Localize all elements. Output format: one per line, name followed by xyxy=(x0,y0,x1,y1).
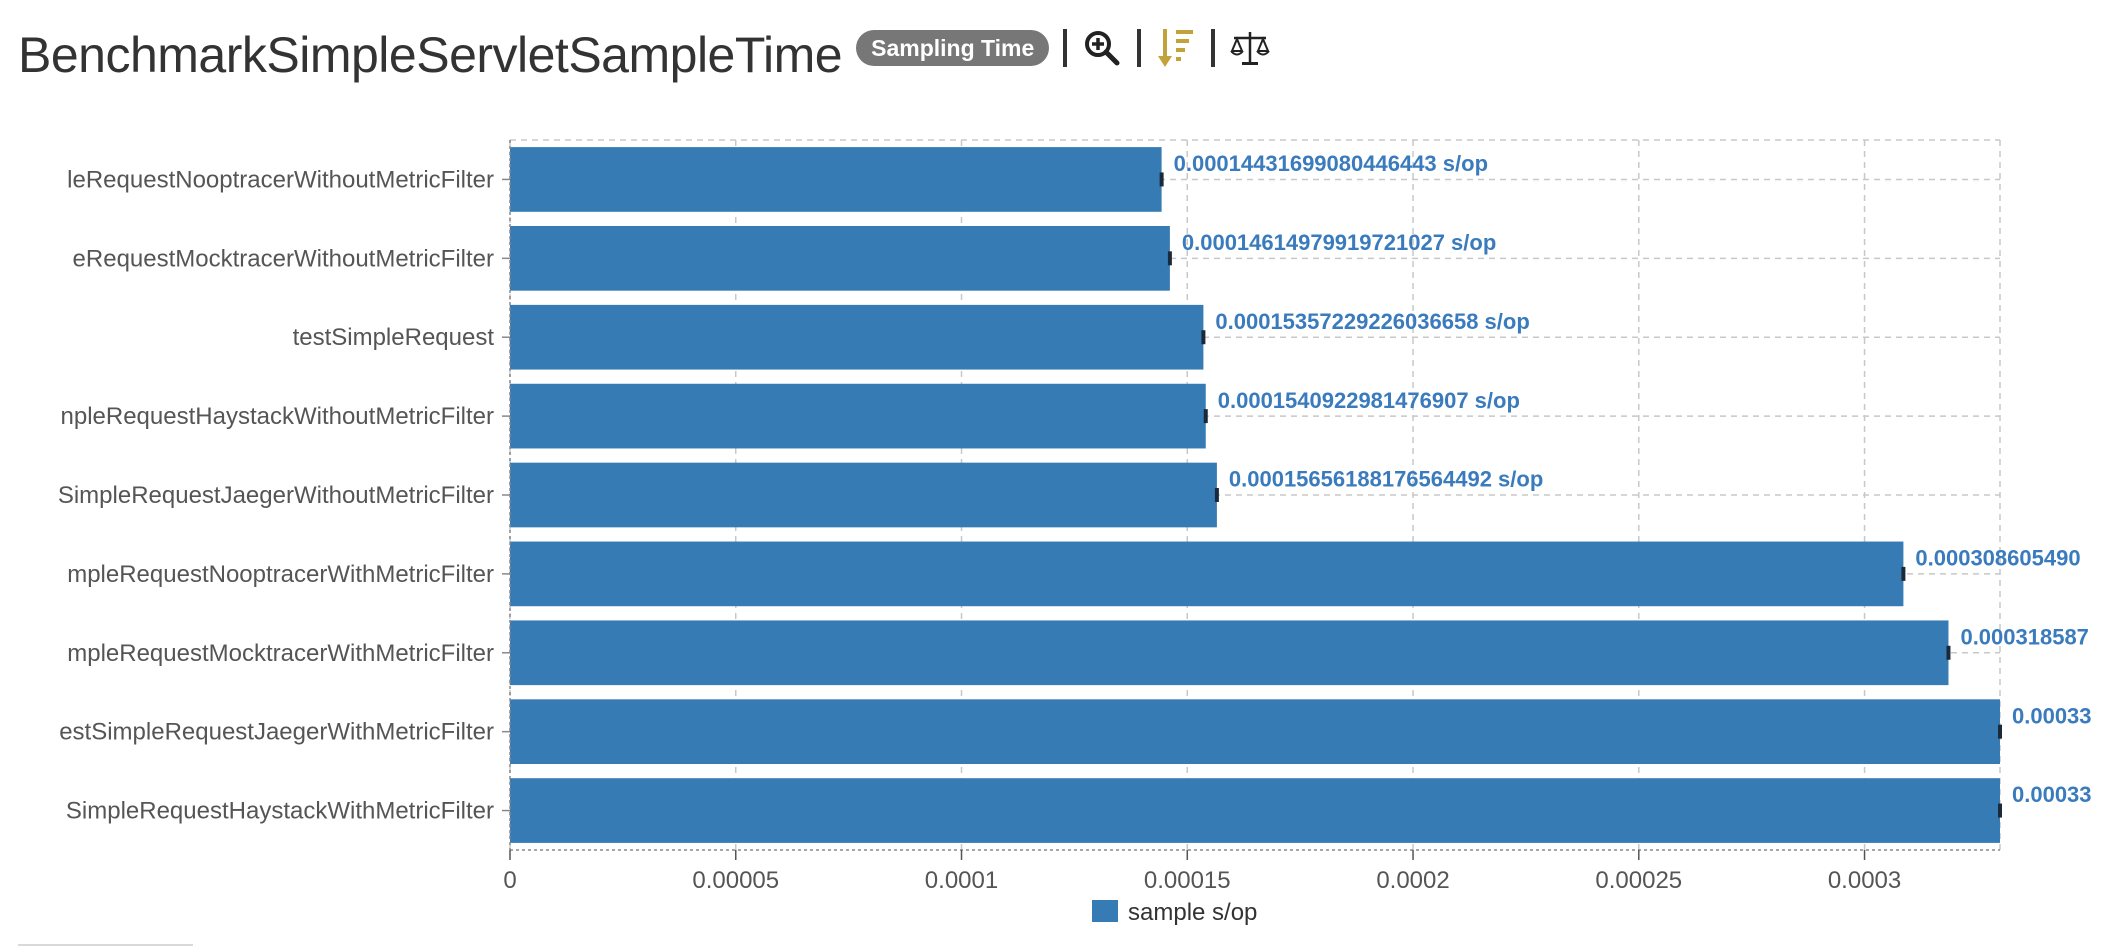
bar-chart: 0 0.00005 0.0001 0.00015 0.0002 0.00025 0.0003… xyxy=(58,139,2092,926)
category-label: mpleRequestMocktracerWithMetricFilter xyxy=(67,640,494,667)
x-tick-label: 0.00025 xyxy=(1595,867,1682,894)
data-label: 0.00014431699080446443 s/op xyxy=(1174,151,1488,176)
toolbar-divider xyxy=(1211,29,1216,67)
zoom-in-icon[interactable] xyxy=(1081,27,1123,69)
x-tick-label: 0.0002 xyxy=(1376,867,1449,894)
data-label: 0.00014614979919721027 s/op xyxy=(1182,230,1496,255)
category-label: leRequestNooptracerWithoutMetricFilter xyxy=(67,166,494,193)
x-tick-label: 0.00015 xyxy=(1144,867,1231,894)
legend-swatch xyxy=(1092,900,1118,922)
x-tick-label: 0.00005 xyxy=(692,867,779,894)
legend-label: sample s/op xyxy=(1128,899,1257,926)
bar xyxy=(510,541,1904,607)
bar xyxy=(510,462,1217,528)
category-label: eRequestMocktracerWithoutMetricFilter xyxy=(73,245,494,272)
data-label: 0.000318587 xyxy=(1960,624,2088,649)
bar xyxy=(510,383,1206,449)
data-label: 0.00033 xyxy=(2012,703,2092,728)
bar xyxy=(510,225,1170,291)
balance-scale-icon[interactable] xyxy=(1229,27,1271,69)
sort-descending-icon[interactable] xyxy=(1155,27,1197,69)
bar-series xyxy=(510,147,2002,843)
toolbar-divider xyxy=(1137,29,1142,67)
data-label: 0.00033 xyxy=(2012,782,2092,807)
chart-title: BenchmarkSimpleServletSampleTime xyxy=(18,27,843,83)
category-label: SimpleRequestHaystackWithMetricFilter xyxy=(66,798,494,825)
bar xyxy=(510,147,1162,212)
data-label: 0.0001540922981476907 s/op xyxy=(1218,388,1520,413)
data-label: 0.00015357229226036658 s/op xyxy=(1215,309,1529,334)
sampling-mode-badge[interactable]: Sampling Time xyxy=(856,30,1050,66)
category-label: SimpleRequestJaegerWithoutMetricFilter xyxy=(58,482,494,509)
bar xyxy=(510,304,1204,370)
category-label: testSimpleRequest xyxy=(293,324,495,351)
data-label: 0.000308605490 xyxy=(1915,546,2080,571)
legend[interactable]: sample s/op xyxy=(1092,899,1257,926)
x-tick-label: 0.0001 xyxy=(925,867,998,894)
category-label: estSimpleRequestJaegerWithMetricFilter xyxy=(59,719,494,746)
bar xyxy=(510,620,1949,686)
category-label: mpleRequestNooptracerWithMetricFilter xyxy=(67,561,494,588)
bar xyxy=(510,699,2000,765)
data-label: 0.00015656188176564492 s/op xyxy=(1229,467,1543,492)
data-labels: 0.00014431699080446443 s/op 0.00014614979… xyxy=(1174,151,2092,807)
chart-header: BenchmarkSimpleServletSampleTime Samplin… xyxy=(18,20,1271,90)
y-axis: leRequestNooptracerWithoutMetricFilter eR… xyxy=(58,166,510,825)
toolbar-divider xyxy=(1063,29,1068,67)
x-tick-label: 0 xyxy=(503,867,516,894)
bar xyxy=(510,778,2000,843)
x-tick-label: 0.0003 xyxy=(1828,867,1901,894)
divider xyxy=(18,944,193,946)
category-label: npleRequestHaystackWithoutMetricFilter xyxy=(61,403,495,430)
